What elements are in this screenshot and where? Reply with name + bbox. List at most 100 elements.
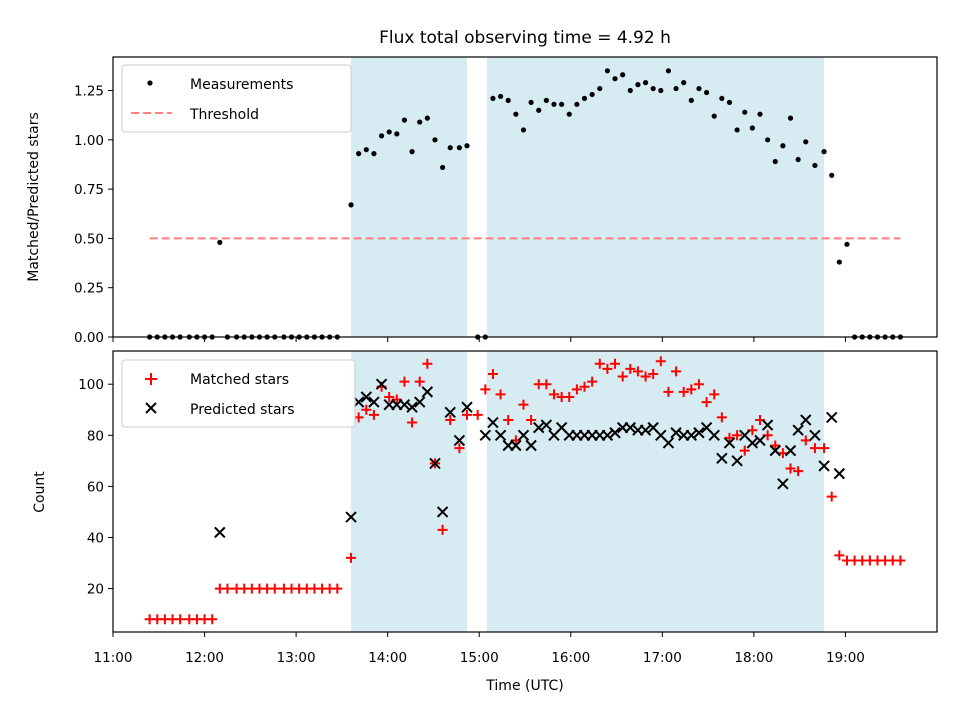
legend-measurements-marker [147,80,153,86]
measurement-point [803,139,809,145]
top-y-axis: 0.00 0.25 0.50 0.75 1.00 1.25 [74,84,113,346]
legend-threshold-label: Threshold [189,107,259,123]
measurement-point [829,172,835,178]
legend-matched-label: Matched stars [190,372,289,388]
measurement-point [734,127,740,133]
measurement-point [795,156,801,163]
measurement-point [821,149,827,155]
measurement-point [409,149,415,155]
predicted-star-point [685,429,698,442]
measurement-point [432,137,438,143]
predicted-star-point [624,421,636,434]
measurement-point [681,80,687,86]
y-tick-label: 60 [87,479,104,495]
measurement-point [765,137,771,143]
predicted-star-point [494,429,507,442]
matched-star-point [422,358,433,369]
predicted-star-point [398,398,411,411]
bottom-x-axis: 11:00 12:00 13:00 14:00 15:00 16:00 17:00 18:00… [94,632,865,666]
matched-star-point [602,363,613,374]
matched-star-point [368,409,379,420]
predicted-star-point [693,427,705,439]
matched-star-point [678,386,689,397]
measurement-point [505,97,511,103]
predicted-star-point [375,378,388,390]
measurement-point [536,107,542,113]
measurement-point [417,119,423,125]
matched-star-point [834,550,845,561]
bottom-y-axis-label: Count [32,471,48,513]
matched-star-point [384,391,395,402]
predicted-star-point [517,429,530,442]
matched-star-point [487,368,498,379]
measurement-point [836,259,842,265]
measurement-point [363,147,369,153]
measurement-point [726,99,733,105]
measurement-point [612,76,618,82]
matched-star-point [610,358,621,369]
matched-star-point [709,389,720,400]
bottom-y-axis: 20 40 60 80 100 [78,377,113,598]
matched-star-point [454,443,465,454]
matched-star-point [632,366,643,377]
y-tick-label: 20 [87,582,104,598]
measurement-point [513,111,519,117]
matched-star-point [800,435,811,446]
x-axis-label: Time (UTC) [485,678,563,694]
measurement-point [742,109,748,115]
predicted-star-point [818,460,830,472]
matched-star-point [495,389,506,400]
matched-star-point [222,583,233,594]
measurement-point [440,164,446,171]
top-x-ticks [112,337,846,342]
matched-star-point [414,376,425,387]
predicted-star-point [746,437,759,449]
matched-star-point [548,389,559,400]
legend-predicted-marker [145,402,157,414]
measurement-point [711,113,717,119]
matched-star-point [207,614,218,625]
measurement-point [559,101,565,107]
predicted-star-point [754,434,766,447]
predicted-star-point [769,444,781,457]
matched-star-point [361,404,372,415]
bottom-shaded-spans [351,351,825,632]
matched-star-point [399,376,410,387]
predicted-star-point [716,452,728,464]
predicted-star-point [345,511,357,523]
matched-star-point [503,414,514,425]
x-tick-label: 12:00 [185,650,224,666]
matched-star-point [716,412,727,423]
matched-star-point [526,414,537,425]
predicted-star-point [639,424,652,436]
matched-star-point [587,376,598,387]
predicted-star-point [436,506,449,518]
y-tick-label: 100 [78,377,104,393]
measurement-point [673,85,679,92]
predicted-star-point [809,429,821,442]
measurement-point [658,87,664,94]
measurement-point [490,95,496,102]
bottom-plot-frame [112,350,938,633]
matched-star-point [541,379,552,390]
matched-star-point [269,583,280,594]
predicted-star-point [487,416,499,429]
x-tick-label: 11:00 [94,650,133,666]
predicted-star-point [826,411,838,424]
top-legend: Measurements Threshold [121,64,352,133]
x-tick-label: 14:00 [368,650,407,666]
measurement-point [703,89,710,96]
shaded-span [351,57,468,337]
predicted-star-point [533,421,545,434]
measurement-point [551,101,557,107]
chart-title: Flux total observing time = 4.92 h [379,28,671,48]
predicted-star-point [429,457,441,470]
x-tick-label: 18:00 [734,650,773,666]
top-panel: 0.00 0.25 0.50 0.75 1.00 1.25 Matched/Predict… [26,56,938,346]
matched-star-point [739,445,750,456]
y-tick-label: 0.50 [74,231,104,247]
legend-measurements-label: Measurements [190,77,293,93]
predicted-star-point [444,406,456,419]
predicted-star-point [800,414,812,426]
matched-star-point [648,368,659,379]
